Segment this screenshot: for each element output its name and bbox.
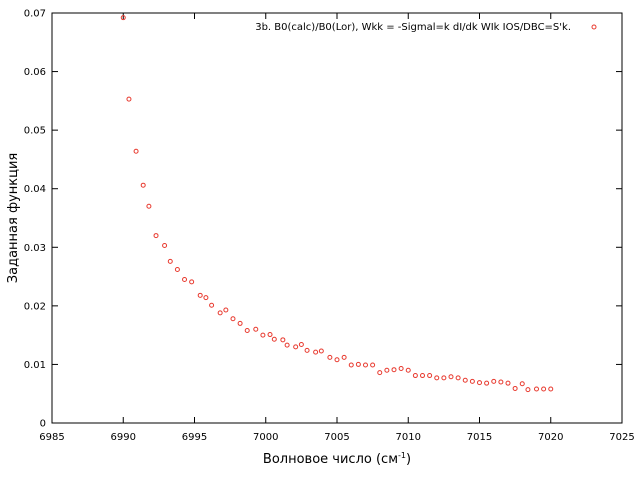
data-point: [505, 380, 511, 386]
y-tick-label: 0.05: [24, 126, 46, 137]
data-point: [363, 362, 368, 368]
data-point: [348, 362, 354, 368]
y-tick-label: 0.03: [24, 243, 46, 254]
y-tick-label: 0.07: [24, 9, 46, 20]
data-point: [377, 370, 383, 376]
data-point: [427, 373, 433, 379]
data-point: [477, 380, 482, 386]
x-tick-label: 6995: [182, 432, 207, 443]
data-point: [174, 267, 180, 273]
data-point: [293, 344, 299, 350]
x-tick-label: 7025: [609, 432, 634, 443]
legend-marker: [591, 24, 597, 30]
x-tick-label: 6985: [39, 432, 64, 443]
x-tick-labels: 6985 6990 6995 7000 7005 7010 7015 7020 7025: [39, 432, 634, 443]
data-point: [441, 375, 447, 381]
y-tick-label: 0.02: [24, 301, 46, 312]
data-point: [462, 377, 468, 383]
data-point: [420, 373, 425, 379]
data-point: [209, 302, 215, 308]
data-point: [280, 337, 286, 343]
y-tick-label: 0.06: [24, 67, 46, 78]
data-points: [120, 15, 554, 393]
data-point: [355, 361, 361, 367]
data-point: [334, 357, 340, 363]
data-point: [223, 307, 229, 313]
legend: 3b. B0(calc)/B0(Lor), Wkk = -Sigmal=k dI…: [255, 22, 597, 33]
data-point: [384, 367, 390, 373]
y-tick-label: 0: [40, 419, 46, 430]
data-point: [304, 347, 310, 353]
data-point: [197, 292, 203, 298]
data-point: [448, 374, 454, 380]
data-point: [253, 326, 259, 332]
data-point: [167, 258, 173, 264]
data-point: [534, 386, 539, 392]
tick-marks: [51, 12, 623, 424]
data-point: [189, 279, 195, 285]
data-point: [391, 367, 397, 373]
data-point: [146, 203, 152, 209]
data-point: [541, 386, 547, 392]
data-point: [140, 182, 146, 188]
x-tick-label: 6990: [111, 432, 136, 443]
x-tick-label: 7000: [253, 432, 278, 443]
y-tick-labels: 0 0.01 0.02 0.03 0.04 0.05 0.06 0.07: [24, 9, 46, 430]
x-tick-label: 7015: [467, 432, 492, 443]
data-point: [519, 381, 525, 387]
data-point: [267, 332, 273, 338]
data-point: [153, 233, 159, 239]
data-point: [133, 148, 139, 154]
x-tick-label: 7005: [324, 432, 349, 443]
data-point: [327, 354, 333, 360]
data-point: [484, 380, 490, 386]
data-point: [230, 316, 236, 322]
legend-label: 3b. B0(calc)/B0(Lor), Wkk = -Sigmal=k dI…: [255, 22, 571, 33]
data-point: [412, 373, 418, 379]
data-point: [217, 310, 223, 316]
data-point: [313, 349, 319, 355]
data-point: [434, 375, 440, 381]
x-tick-label: 7010: [396, 432, 421, 443]
data-point: [469, 378, 475, 384]
data-point: [120, 15, 126, 21]
data-point: [498, 379, 504, 385]
x-tick-label: 7020: [538, 432, 563, 443]
data-point: [370, 362, 376, 368]
data-point: [548, 386, 554, 392]
data-point: [298, 342, 304, 348]
x-axis-label: Волновое число (см-1): [263, 451, 411, 467]
data-point: [284, 342, 290, 348]
data-point: [237, 320, 243, 326]
data-point: [244, 327, 250, 333]
data-point: [398, 366, 404, 372]
data-point: [271, 336, 277, 342]
data-point: [525, 387, 531, 393]
data-point: [126, 96, 132, 102]
data-point: [203, 295, 209, 301]
data-point: [318, 348, 324, 354]
data-point: [182, 277, 188, 282]
data-point: [162, 243, 168, 249]
data-point: [455, 375, 461, 381]
data-point: [491, 378, 497, 384]
data-point: [405, 367, 411, 373]
data-point: [512, 385, 518, 391]
y-tick-label: 0.01: [24, 360, 46, 371]
data-point: [341, 354, 347, 360]
data-point: [260, 332, 266, 338]
y-axis-label: Заданная функция: [6, 153, 21, 283]
y-tick-label: 0.04: [24, 184, 46, 195]
